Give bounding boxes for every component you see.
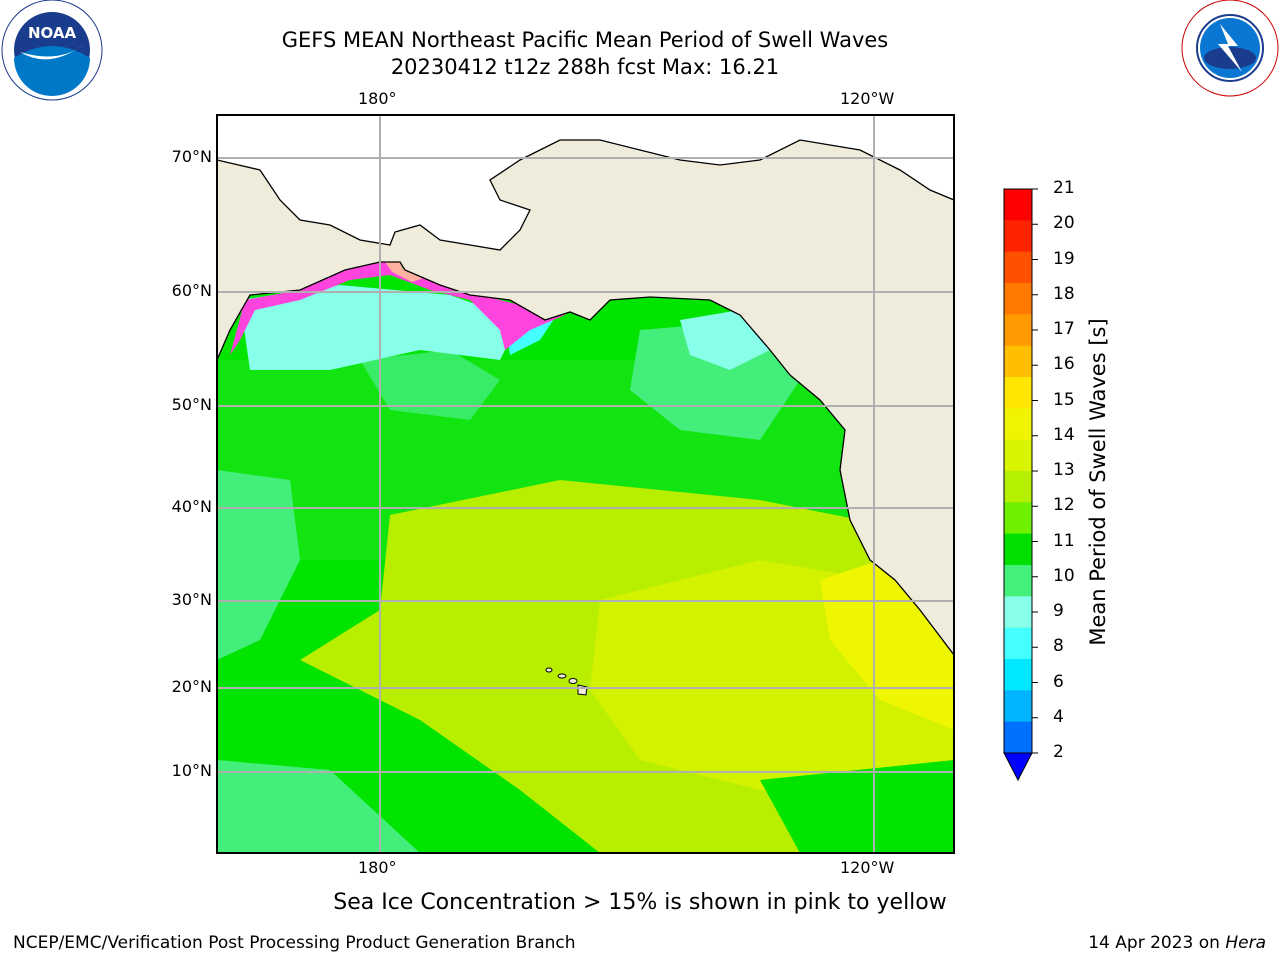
colorbar-tick-label: 6 — [1053, 671, 1064, 692]
colorbar-segment — [1004, 596, 1032, 629]
lat-label-50n: 50°N — [171, 395, 212, 414]
colorbar-tick-label: 11 — [1053, 530, 1075, 551]
footer-credit: NCEP/EMC/Verification Post Processing Pr… — [13, 933, 576, 953]
colorbar-segment — [1004, 533, 1032, 566]
colorbar-tick-label: 8 — [1053, 636, 1064, 657]
colorbar-tick-label: 18 — [1053, 283, 1075, 304]
colorbar — [1003, 188, 1038, 782]
lat-label-70n: 70°N — [171, 147, 212, 166]
colorbar-tick-label: 12 — [1053, 495, 1075, 516]
colorbar-tick-label: 21 — [1053, 178, 1075, 198]
colorbar-segment — [1004, 283, 1032, 315]
sea-ice-note: Sea Ice Concentration > 15% is shown in … — [333, 890, 947, 915]
colorbar-tick-label: 17 — [1053, 319, 1075, 339]
top-lon-label-180: 180° — [358, 89, 397, 108]
colorbar-tick-label: 13 — [1053, 460, 1075, 480]
footer-host: Hera — [1225, 933, 1266, 953]
colorbar-segment — [1004, 721, 1032, 754]
colorbar-segment — [1004, 565, 1032, 597]
colorbar-tick-label: 15 — [1053, 389, 1075, 410]
colorbar-segment — [1004, 251, 1032, 284]
colorbar-tick-label: 2 — [1053, 742, 1064, 762]
colorbar-tick-label: 20 — [1053, 213, 1075, 234]
lat-label-30n: 30°N — [171, 590, 212, 609]
colorbar-tick-label: 10 — [1053, 565, 1075, 586]
colorbar-segment — [1004, 627, 1032, 660]
footer-date-text: 14 Apr 2023 on — [1088, 933, 1226, 953]
colorbar-tick-label: 9 — [1053, 601, 1064, 621]
bottom-lon-label-120w: 120°W — [840, 858, 895, 877]
colorbar-segment — [1004, 471, 1032, 503]
swell-9-10s-west — [217, 470, 300, 660]
nws-logo-icon — [1181, 0, 1279, 97]
colorbar-label: Mean Period of Swell Waves [s] — [1086, 318, 1110, 646]
colorbar-extend-arrow — [1003, 752, 1033, 782]
lat-label-60n: 60°N — [171, 281, 212, 300]
colorbar-tick-label: 4 — [1053, 706, 1064, 727]
colorbar-segment — [1004, 345, 1032, 378]
colorbar-segment — [1004, 408, 1032, 441]
lat-label-40n: 40°N — [171, 497, 212, 516]
top-lon-label-120w: 120°W — [840, 89, 895, 108]
colorbar-tick-label: 19 — [1053, 248, 1075, 269]
chart-title: GEFS MEAN Northeast Pacific Mean Period … — [281, 28, 889, 52]
chart-subtitle: 20230412 t12z 288h fcst Max: 16.21 — [390, 55, 780, 79]
bottom-lon-label-180: 180° — [358, 858, 397, 877]
footer-date: 14 Apr 2023 on Hera — [1088, 933, 1266, 953]
colorbar-segment — [1004, 659, 1032, 691]
colorbar-segment — [1004, 314, 1032, 347]
map-frame — [216, 114, 955, 854]
colorbar-segment — [1004, 439, 1032, 472]
colorbar-tick-label: 14 — [1053, 424, 1075, 445]
colorbar-segment — [1004, 189, 1032, 221]
lat-label-10n: 10°N — [171, 761, 212, 780]
colorbar-segment — [1004, 502, 1032, 535]
lat-label-20n: 20°N — [171, 677, 212, 696]
colorbar-segment — [1004, 220, 1032, 253]
colorbar-segment — [1004, 377, 1032, 409]
arctic-ocean — [217, 115, 954, 250]
noaa-logo-text: NOAA — [28, 24, 77, 42]
graticule — [217, 115, 954, 853]
landmass — [217, 139, 954, 853]
colorbar-segment — [1004, 690, 1032, 723]
noaa-logo-icon: NOAA — [1, 0, 103, 101]
colorbar-tick-label: 16 — [1053, 354, 1075, 375]
